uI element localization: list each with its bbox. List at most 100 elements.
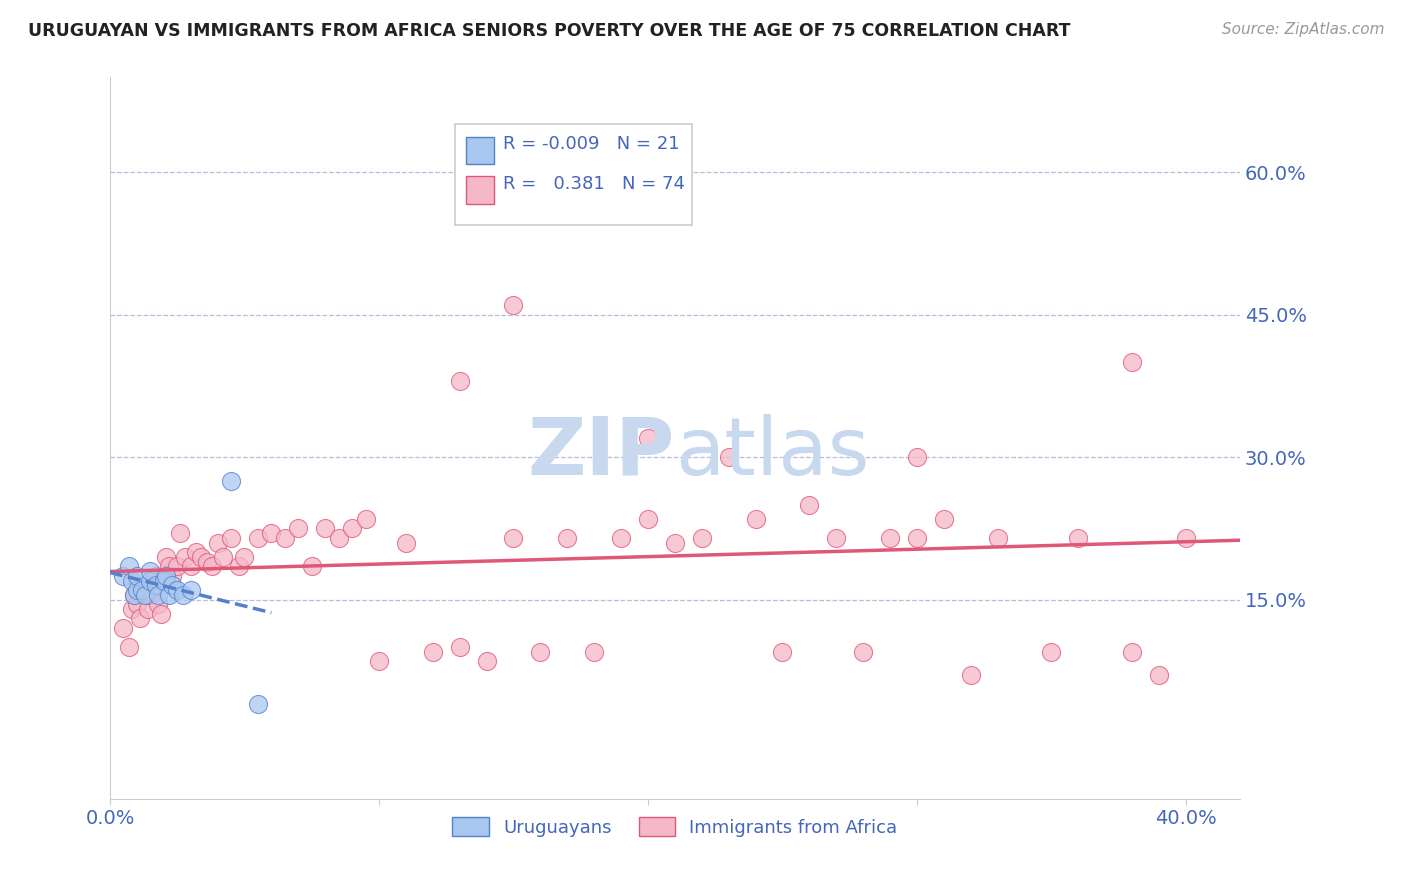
Point bbox=[799, 498, 821, 512]
Point bbox=[207, 535, 229, 549]
Point bbox=[287, 521, 309, 535]
Text: Source: ZipAtlas.com: Source: ZipAtlas.com bbox=[1222, 22, 1385, 37]
Point bbox=[328, 531, 350, 545]
Text: atlas: atlas bbox=[675, 414, 869, 491]
Point bbox=[354, 512, 377, 526]
Point bbox=[1147, 668, 1170, 682]
Point bbox=[125, 568, 148, 582]
Point bbox=[172, 588, 194, 602]
Point bbox=[118, 559, 141, 574]
Point bbox=[157, 588, 180, 602]
Point bbox=[219, 531, 242, 545]
Text: ZIP: ZIP bbox=[527, 414, 675, 491]
Point bbox=[122, 588, 145, 602]
Point bbox=[184, 545, 207, 559]
Point bbox=[142, 578, 165, 592]
Point bbox=[118, 640, 141, 654]
Point bbox=[1121, 355, 1143, 369]
Point bbox=[314, 521, 336, 535]
Point bbox=[169, 526, 191, 541]
Point bbox=[395, 535, 418, 549]
Point bbox=[1175, 531, 1198, 545]
Point bbox=[160, 578, 183, 592]
Point bbox=[148, 597, 170, 611]
FancyBboxPatch shape bbox=[454, 124, 692, 226]
Point bbox=[246, 697, 269, 711]
Point bbox=[150, 607, 173, 621]
Point bbox=[145, 568, 167, 582]
Bar bbox=[465, 136, 494, 164]
Point bbox=[180, 582, 202, 597]
Point bbox=[772, 645, 794, 659]
Point bbox=[166, 582, 188, 597]
Point bbox=[128, 611, 150, 625]
Point bbox=[139, 574, 162, 588]
Point bbox=[260, 526, 283, 541]
Point bbox=[180, 559, 202, 574]
Point bbox=[905, 531, 928, 545]
Point bbox=[195, 555, 218, 569]
Point bbox=[529, 645, 551, 659]
Point bbox=[502, 531, 524, 545]
Point bbox=[190, 549, 212, 564]
Point bbox=[112, 568, 135, 582]
Point bbox=[219, 474, 242, 488]
Point bbox=[959, 668, 981, 682]
Text: URUGUAYAN VS IMMIGRANTS FROM AFRICA SENIORS POVERTY OVER THE AGE OF 75 CORRELATI: URUGUAYAN VS IMMIGRANTS FROM AFRICA SENI… bbox=[28, 22, 1070, 40]
Point bbox=[228, 559, 250, 574]
Point bbox=[212, 549, 235, 564]
Point bbox=[155, 549, 177, 564]
Point bbox=[449, 640, 471, 654]
Point bbox=[475, 654, 498, 668]
Point bbox=[145, 578, 167, 592]
Point bbox=[610, 531, 633, 545]
Point bbox=[233, 549, 256, 564]
Point bbox=[121, 602, 143, 616]
Point bbox=[148, 588, 170, 602]
Point bbox=[122, 588, 145, 602]
Point bbox=[744, 512, 766, 526]
Point bbox=[637, 512, 659, 526]
Point bbox=[583, 645, 606, 659]
Point bbox=[879, 531, 901, 545]
Point bbox=[932, 512, 955, 526]
Point bbox=[134, 588, 156, 602]
Point bbox=[160, 568, 183, 582]
Point bbox=[125, 597, 148, 611]
Point bbox=[155, 568, 177, 582]
Point bbox=[825, 531, 848, 545]
Point bbox=[637, 431, 659, 445]
Point bbox=[368, 654, 391, 668]
Point bbox=[246, 531, 269, 545]
Text: R =   0.381   N = 74: R = 0.381 N = 74 bbox=[503, 175, 685, 194]
Point bbox=[502, 298, 524, 312]
Point bbox=[152, 574, 174, 588]
Point bbox=[422, 645, 444, 659]
Point bbox=[121, 574, 143, 588]
Point bbox=[1121, 645, 1143, 659]
Point bbox=[139, 564, 162, 578]
Point bbox=[852, 645, 875, 659]
Point bbox=[340, 521, 363, 535]
Text: R = -0.009   N = 21: R = -0.009 N = 21 bbox=[503, 135, 679, 153]
Point bbox=[274, 531, 297, 545]
Point bbox=[987, 531, 1010, 545]
Point bbox=[157, 559, 180, 574]
Point bbox=[301, 559, 323, 574]
Point bbox=[201, 559, 224, 574]
Point bbox=[134, 578, 156, 592]
Bar bbox=[465, 177, 494, 203]
Point bbox=[112, 621, 135, 635]
Point bbox=[905, 450, 928, 464]
Point bbox=[125, 582, 148, 597]
Point bbox=[664, 535, 686, 549]
Point bbox=[717, 450, 740, 464]
Point bbox=[131, 582, 153, 597]
Point bbox=[152, 568, 174, 582]
Point bbox=[131, 582, 153, 597]
Point bbox=[555, 531, 578, 545]
Point bbox=[174, 549, 197, 564]
Point bbox=[1040, 645, 1063, 659]
Point bbox=[690, 531, 713, 545]
Point bbox=[166, 559, 188, 574]
